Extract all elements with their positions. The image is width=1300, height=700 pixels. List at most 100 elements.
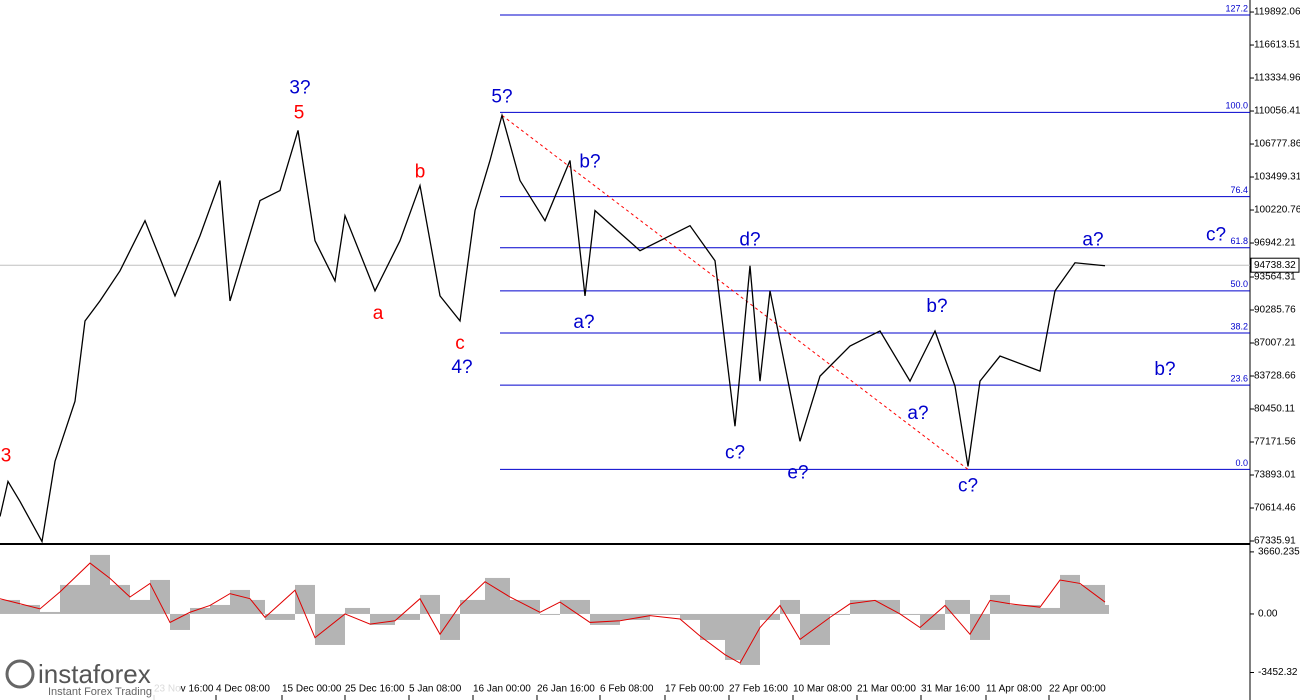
brand-tagline: Instant Forex Trading [48,686,152,698]
wave-label: d? [739,230,760,251]
histogram-bar [315,613,345,645]
trendline [501,114,969,470]
y-tick-label: 87007.21 [1254,338,1296,349]
fib-label: 127.2 [1225,3,1248,13]
x-tick-label: 21 Mar 00:00 [857,684,916,695]
histogram-bar [780,599,800,614]
histogram-bar [740,613,760,665]
x-tick-label: 6 Feb 08:00 [600,684,654,695]
histogram-bar [370,613,395,625]
wave-label: 4? [451,357,472,378]
y-tick-label: 103499.31 [1254,172,1300,183]
histogram-bar [700,613,725,640]
y-tick-label: 77171.56 [1254,437,1296,448]
histogram-bar [230,589,250,614]
wave-label: a [373,303,384,324]
x-tick-label: 16 Jan 00:00 [473,684,531,695]
wave-label: c? [725,442,745,463]
wave-label: a? [573,312,594,333]
histogram-bar [830,613,850,615]
x-tick-label: 11 Apr 08:00 [986,684,1042,695]
wave-label: e? [787,462,808,483]
histogram-bar [395,613,420,620]
wave-label: b [415,162,426,183]
brand-name: instaforex [38,659,151,689]
y-tick-label: 96942.21 [1254,238,1296,249]
x-tick-label: 25 Dec 16:00 [345,684,405,695]
wave-label: a? [1082,230,1103,251]
histogram-bar [620,613,650,620]
last-price-box [1250,257,1300,273]
histogram-bar [20,604,40,614]
y-tick-label: 100220.76 [1254,205,1300,216]
wave-label: c? [1206,225,1226,246]
wave-label: 3 [1,445,12,466]
histogram-bar [590,613,620,625]
histogram-bar [900,613,920,615]
y-tick-label: 110056.41 [1254,106,1300,117]
histogram-bar [110,584,130,614]
wave-label: 5 [294,102,305,123]
fib-label: 23.6 [1230,374,1248,384]
histogram-bar [945,599,970,614]
histogram-bar [920,613,945,630]
logo-icon [5,659,35,689]
histogram-bar [420,594,440,614]
y-tick-label: 0.00 [1258,609,1278,620]
fib-label: 38.2 [1230,321,1248,331]
y-tick-label: 106777.86 [1254,139,1300,150]
histogram-bar [295,584,315,614]
histogram-bar [1105,604,1109,614]
y-tick-label: 83728.66 [1254,371,1296,382]
histogram-bar [440,613,460,640]
wave-label: a? [907,403,928,424]
fib-label: 100.0 [1225,101,1248,111]
histogram-bar [510,599,540,614]
histogram-bar [990,594,1010,614]
histogram-bar [1060,574,1080,614]
signal-line [0,562,1106,664]
histogram-bar [725,613,740,660]
fib-label: 61.8 [1230,236,1248,246]
x-tick-label: 26 Jan 16:00 [537,684,595,695]
histogram-bar [560,599,590,614]
histogram-bar [210,604,230,614]
logo-backdrop [0,656,180,700]
histogram-bar [130,599,150,614]
x-tick-label: 5 Jan 08:00 [409,684,462,695]
histogram-bar [40,611,60,614]
histogram-bar [345,607,370,614]
histogram-bar [265,613,295,620]
x-tick-label: 4 Dec 08:00 [216,684,270,695]
x-tick-label: 22 Apr 00:00 [1049,684,1106,695]
y-tick-label: 93564.31 [1254,272,1296,283]
histogram-bar [170,613,190,630]
fib-label: 50.0 [1230,279,1248,289]
y-tick-label: 73893.01 [1254,470,1296,481]
wave-label: c [455,333,465,354]
histogram-bar [1040,607,1060,614]
last-price-label: 94738.32 [1254,260,1296,271]
x-tick-label: 23 Nov 16:00 [154,684,214,695]
wave-label: 3? [289,77,310,98]
histogram-bar [540,613,560,615]
histogram-bar [60,584,90,614]
x-tick-label: 27 Feb 16:00 [729,684,788,695]
logo: instaforex Instant Forex Trading [0,656,180,700]
histogram-bar [680,613,700,620]
wave-label: b? [1154,359,1175,380]
y-tick-label: 90285.76 [1254,305,1296,316]
y-tick-label: 116613.51 [1254,40,1300,51]
y-tick-label: -3452.32 [1258,667,1298,678]
price-line [0,112,1106,544]
y-tick-label: 80450.11 [1254,404,1295,415]
histogram-bar [460,599,485,614]
x-tick-label: 31 Mar 16:00 [921,684,980,695]
y-tick-label: 3660.235 [1258,547,1300,558]
y-tick-label: 119892.06 [1254,7,1300,18]
histogram-bar [150,579,170,614]
wave-label: 5? [491,86,512,107]
